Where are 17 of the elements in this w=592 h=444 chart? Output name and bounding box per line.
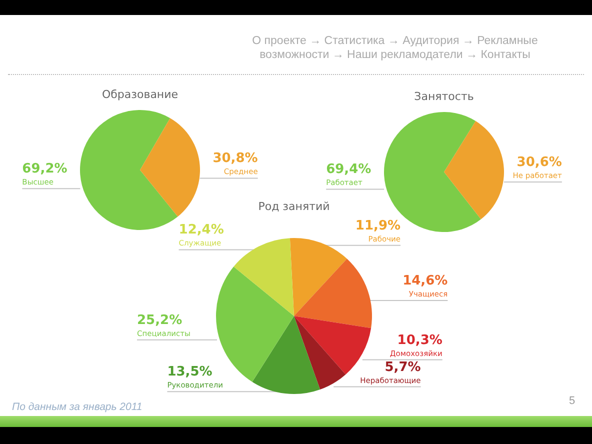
chart-title: Род занятий bbox=[258, 200, 330, 213]
data-label: 5,7% bbox=[384, 360, 421, 375]
data-label: 30,8% bbox=[212, 151, 258, 166]
data-label: 12,4% bbox=[178, 222, 224, 238]
text: По данным за январь 2011 bbox=[12, 401, 142, 413]
data-label: 14,6% bbox=[402, 273, 448, 288]
data-label: 10,3% bbox=[397, 332, 442, 348]
data-label: 11,9% bbox=[355, 218, 401, 234]
chart-title: Образование bbox=[102, 88, 178, 101]
text: 5 bbox=[569, 395, 576, 407]
data-label: 13,5% bbox=[167, 364, 212, 380]
chart-title: Занятость bbox=[414, 90, 474, 103]
data-label: 30,6% bbox=[516, 154, 562, 170]
data-label: 69,2% bbox=[22, 162, 68, 177]
data-label: 25,2% bbox=[136, 312, 182, 328]
text: О проекте → Статистика → Аудитория → Рекламные возможности → Наши рекламодатели → Контакты bbox=[251, 34, 539, 62]
data-label: 69,4% bbox=[326, 162, 372, 178]
